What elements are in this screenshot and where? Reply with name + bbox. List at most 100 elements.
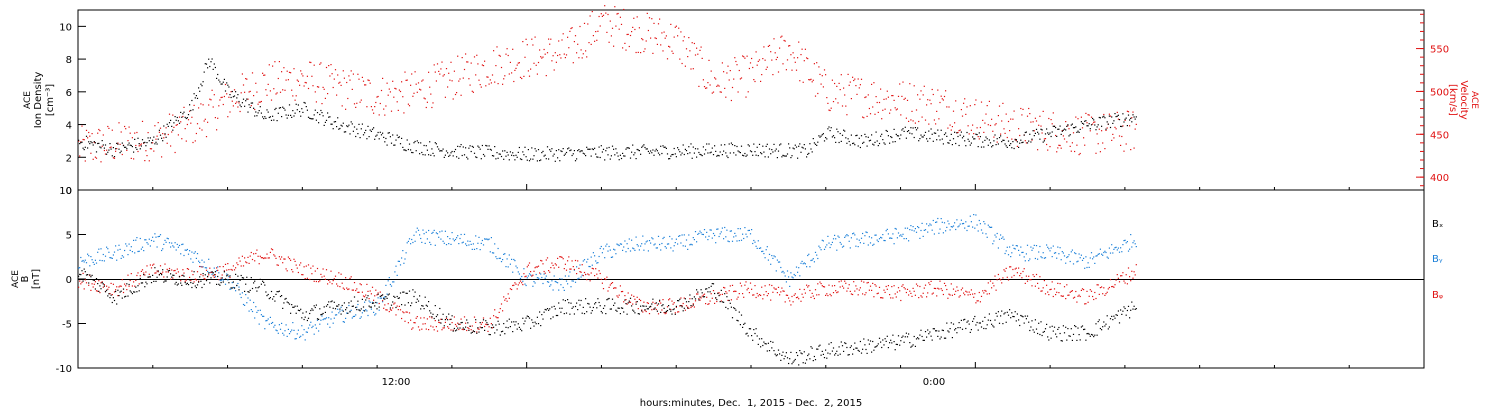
bx-point xyxy=(737,320,739,322)
bz-point xyxy=(1067,294,1069,296)
bz-point xyxy=(660,302,662,304)
bx-point xyxy=(383,298,385,300)
velocity-point xyxy=(709,84,711,86)
velocity-point xyxy=(1094,121,1096,123)
by-point xyxy=(793,273,795,276)
velocity-point xyxy=(807,58,809,60)
bz-point xyxy=(555,264,557,266)
bx-point xyxy=(315,304,317,306)
velocity-point xyxy=(952,110,955,112)
bz-point xyxy=(818,294,820,296)
by-point xyxy=(231,282,233,284)
velocity-point xyxy=(87,137,89,139)
bz-point xyxy=(1080,289,1082,291)
by-point xyxy=(1052,245,1054,247)
density-point xyxy=(618,159,620,161)
bx-point xyxy=(377,293,379,295)
bz-point xyxy=(654,302,656,305)
by-point xyxy=(183,254,185,257)
bx-point xyxy=(897,335,900,337)
bx-point xyxy=(309,312,311,315)
bz-point xyxy=(262,257,264,259)
bx-point xyxy=(440,322,442,324)
bx-point xyxy=(1118,322,1121,324)
velocity-point xyxy=(598,15,600,18)
bz-point xyxy=(960,289,962,291)
velocity-point xyxy=(825,74,827,76)
bx-point xyxy=(613,304,615,306)
bx-point xyxy=(591,310,593,312)
density-point xyxy=(479,148,481,150)
velocity-point xyxy=(109,147,111,149)
bx-point xyxy=(757,343,759,345)
density-point xyxy=(804,148,806,150)
bz-point xyxy=(904,288,906,290)
bx-point xyxy=(267,293,269,296)
velocity-point xyxy=(469,84,471,86)
by-point xyxy=(572,280,574,282)
density-point xyxy=(745,155,747,157)
by-point xyxy=(828,242,830,244)
bx-point xyxy=(157,270,159,272)
bx-point xyxy=(843,350,845,352)
by-point xyxy=(567,283,569,285)
density-point xyxy=(158,129,160,131)
bz-point xyxy=(183,272,185,274)
velocity-point xyxy=(526,44,528,46)
bx-point xyxy=(466,319,468,321)
bz-point xyxy=(878,286,881,288)
density-point xyxy=(371,128,374,130)
density-point xyxy=(845,137,847,139)
by-point xyxy=(468,244,470,246)
velocity-point xyxy=(623,8,625,11)
density-point xyxy=(650,150,652,152)
bz-point xyxy=(948,293,950,295)
bx-point xyxy=(680,305,682,307)
density-point xyxy=(441,150,443,152)
bz-point xyxy=(259,255,261,257)
bz-point xyxy=(148,273,150,275)
bx-point xyxy=(1113,315,1115,317)
density-point xyxy=(965,145,967,147)
bx-point xyxy=(532,321,534,324)
density-point xyxy=(670,155,672,157)
bz-point xyxy=(983,292,985,294)
bz-point xyxy=(831,285,833,287)
velocity-point xyxy=(212,106,214,108)
density-point xyxy=(133,151,135,153)
bx-point xyxy=(322,312,324,315)
velocity-point xyxy=(452,98,454,100)
by-point xyxy=(340,306,342,308)
density-point xyxy=(975,133,977,135)
velocity-point xyxy=(1044,138,1047,140)
bz-point xyxy=(793,294,795,296)
bz-point xyxy=(511,288,513,291)
bx-point xyxy=(258,286,260,288)
velocity-point xyxy=(1051,123,1053,125)
bx-point xyxy=(1060,340,1062,342)
velocity-point xyxy=(802,81,804,83)
velocity-point xyxy=(1037,149,1039,151)
velocity-point xyxy=(390,110,393,112)
density-point xyxy=(239,104,241,106)
velocity-point xyxy=(531,38,533,40)
bz-point xyxy=(245,261,247,263)
density-point xyxy=(1075,126,1077,128)
bx-point xyxy=(935,330,937,332)
by-point xyxy=(527,275,529,277)
bz-point xyxy=(98,280,100,282)
velocity-point xyxy=(1043,138,1045,140)
bz-point xyxy=(1099,287,1101,289)
velocity-point xyxy=(311,75,313,77)
by-point xyxy=(586,261,588,263)
velocity-point xyxy=(191,116,193,118)
bx-point xyxy=(886,335,888,337)
bz-point xyxy=(139,275,141,277)
bx-point xyxy=(143,274,145,276)
bz-point xyxy=(846,290,848,292)
density-point xyxy=(659,154,661,156)
velocity-point xyxy=(397,109,399,111)
velocity-point xyxy=(998,105,1001,107)
by-point xyxy=(785,281,787,283)
by-point xyxy=(733,236,735,238)
